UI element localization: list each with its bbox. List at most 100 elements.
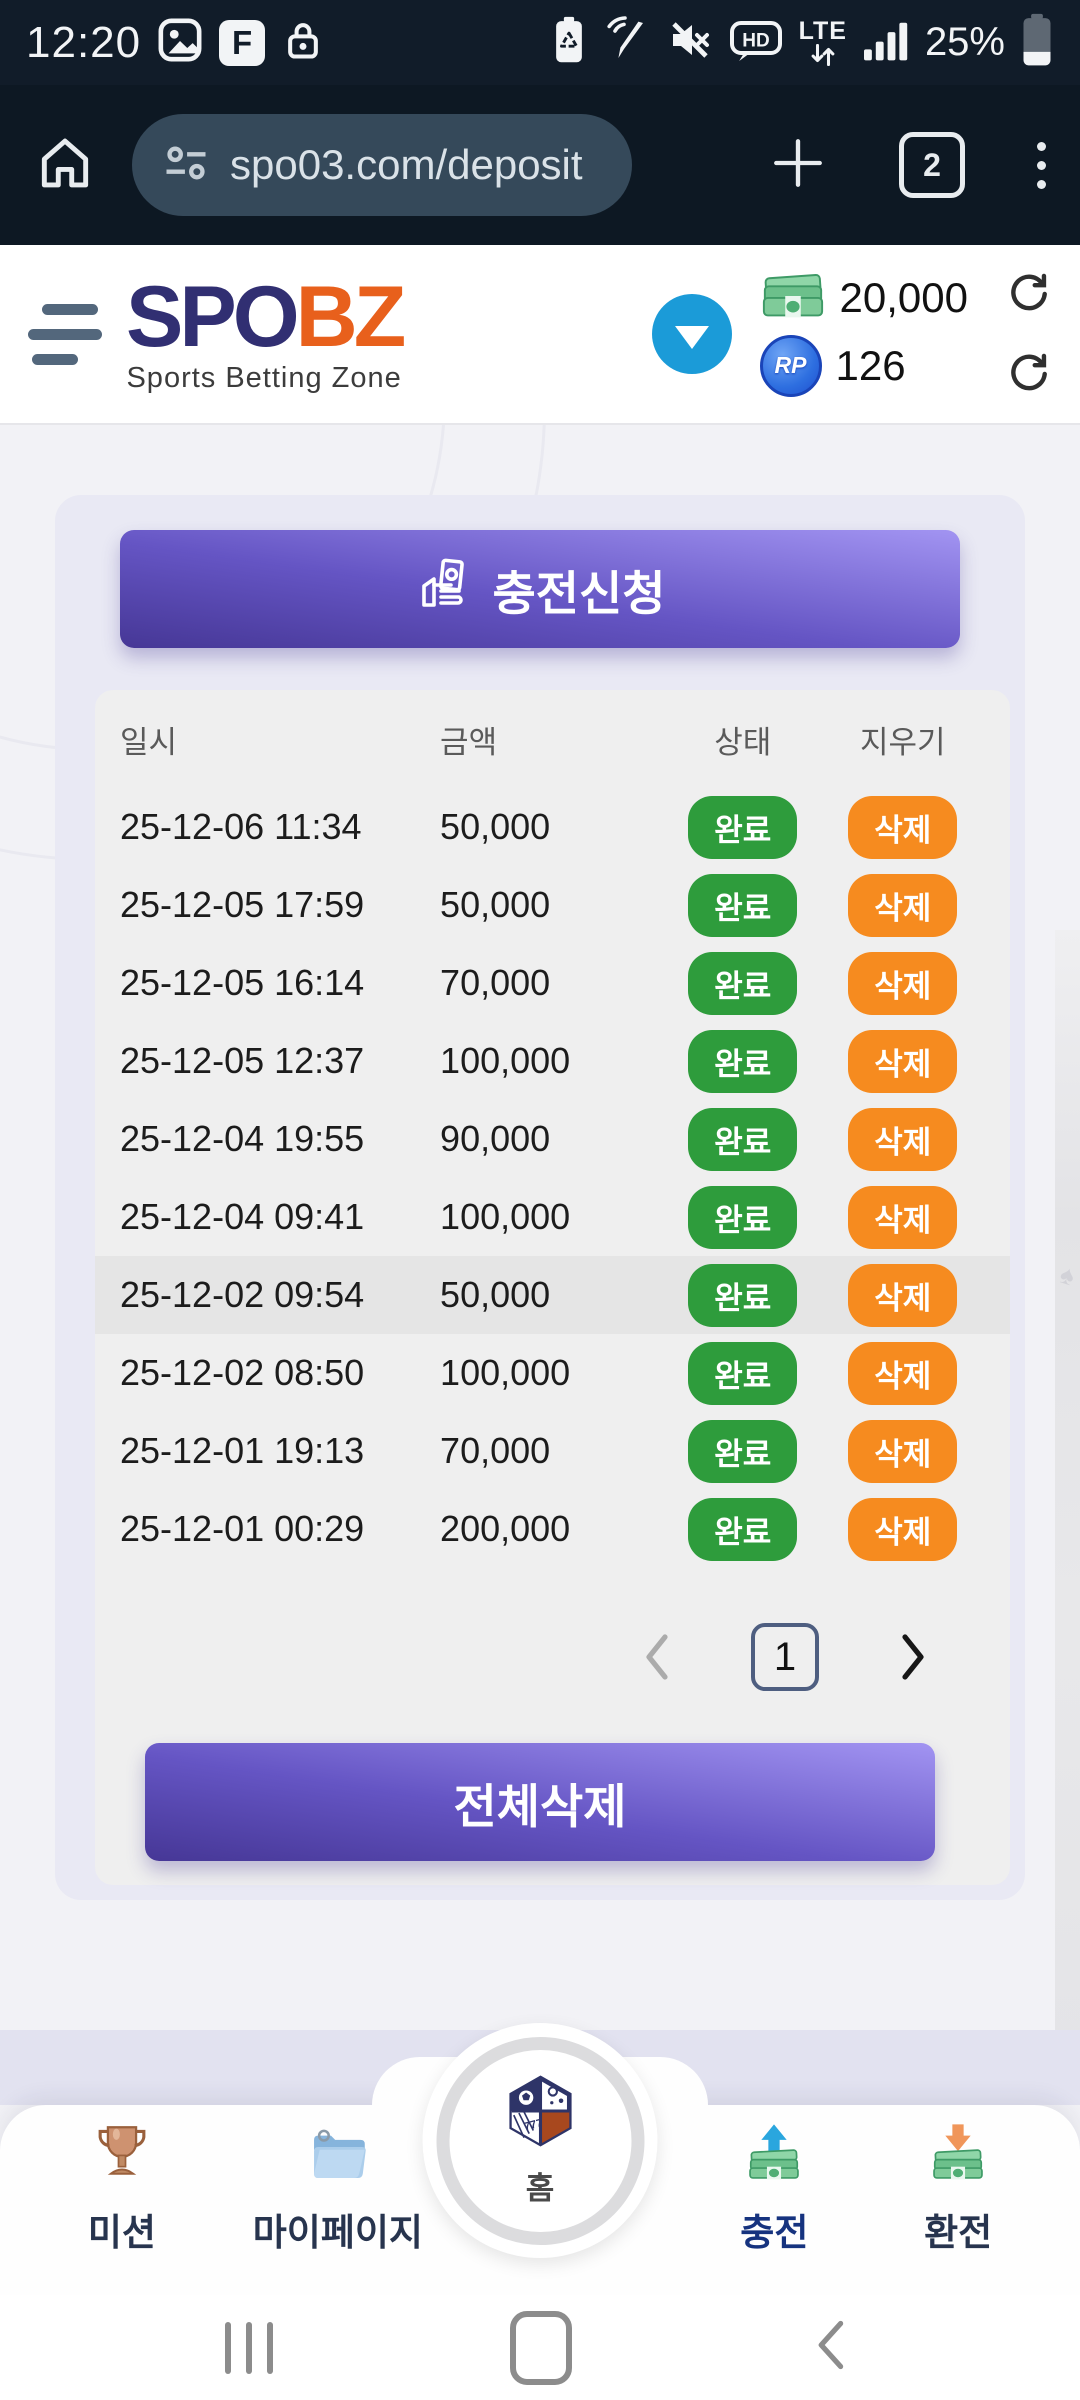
row-delete-button[interactable]: 삭제 bbox=[848, 1263, 958, 1327]
refresh-cash-icon[interactable] bbox=[1006, 271, 1052, 317]
browser-menu-icon[interactable] bbox=[1037, 141, 1046, 189]
site-settings-icon[interactable] bbox=[160, 137, 212, 194]
row-delete-button[interactable]: 삭제 bbox=[848, 1107, 958, 1171]
column-date: 일시 bbox=[120, 724, 178, 760]
row-delete-button[interactable]: 삭제 bbox=[848, 873, 958, 937]
status-badge: 완료 bbox=[688, 1341, 798, 1405]
pagination: 1 bbox=[120, 1623, 985, 1691]
row-date: 25-12-05 16:14 bbox=[120, 962, 365, 1003]
status-badge: 완료 bbox=[688, 1107, 798, 1171]
status-badge: 완료 bbox=[688, 795, 798, 859]
background-image-strip: ♠ bbox=[1055, 930, 1080, 2080]
row-delete-button[interactable]: 삭제 bbox=[848, 951, 958, 1015]
battery-icon bbox=[1020, 13, 1054, 72]
site-emblem-icon: 777 bbox=[503, 2074, 577, 2153]
status-badge: 완료 bbox=[688, 951, 798, 1015]
android-back-button[interactable] bbox=[809, 2317, 855, 2378]
cash-balance: 20,000 bbox=[839, 274, 968, 321]
money-up-icon bbox=[743, 2123, 805, 2190]
column-amount: 금액 bbox=[440, 724, 498, 760]
mute-icon bbox=[665, 16, 713, 69]
column-status: 상태 bbox=[714, 724, 772, 760]
nav-item-deposit[interactable]: 충전 bbox=[682, 2123, 866, 2295]
table-body: 25-12-06 11:34 50,000 완료 삭제 25-12-05 17:… bbox=[95, 788, 1010, 1568]
nav-item-mypage[interactable]: 마이페이지 bbox=[214, 2123, 462, 2295]
android-home-button[interactable] bbox=[510, 2310, 572, 2385]
row-delete-button[interactable]: 삭제 bbox=[848, 1419, 958, 1483]
row-delete-button[interactable]: 삭제 bbox=[848, 1497, 958, 1561]
delete-all-button[interactable]: 전체삭제 bbox=[145, 1743, 935, 1861]
table-row: 25-12-05 16:14 70,000 완료 삭제 bbox=[120, 944, 985, 1022]
folder-icon bbox=[307, 2123, 369, 2190]
row-delete-button[interactable]: 삭제 bbox=[848, 1029, 958, 1093]
battery-percent-label: 25% bbox=[924, 20, 1005, 64]
next-page-button[interactable] bbox=[891, 1631, 935, 1683]
url-bar[interactable]: spo03.com/deposit bbox=[132, 114, 632, 216]
points-coin-icon: RP bbox=[759, 334, 822, 397]
row-amount: 200,000 bbox=[440, 1508, 571, 1549]
logo-primary: SPO bbox=[126, 268, 300, 365]
table-row: 25-12-01 19:13 70,000 완료 삭제 bbox=[120, 1412, 985, 1490]
lock-icon bbox=[281, 17, 325, 68]
status-badge: 완료 bbox=[688, 1497, 798, 1561]
signal-strength-icon bbox=[862, 18, 910, 67]
nav-item-home[interactable]: 777 홈 bbox=[422, 2023, 658, 2258]
status-bar: 12:20 F HD LTE 25% bbox=[0, 0, 1080, 85]
status-badge: 완료 bbox=[688, 1263, 798, 1327]
row-amount: 70,000 bbox=[440, 962, 551, 1003]
nav-item-mission[interactable]: 미션 bbox=[30, 2123, 214, 2295]
status-badge: 완료 bbox=[688, 873, 798, 937]
deposit-page: ♠ 충전신청 일시 금액 상태 지우기 25-12-06 11:34 50,00… bbox=[0, 425, 1080, 2105]
row-date: 25-12-02 08:50 bbox=[120, 1352, 365, 1393]
row-amount: 50,000 bbox=[440, 806, 551, 847]
row-date: 25-12-01 19:13 bbox=[120, 1430, 365, 1471]
balance-dropdown-button[interactable] bbox=[651, 294, 732, 374]
current-page[interactable]: 1 bbox=[751, 1623, 819, 1691]
android-navigation-bar bbox=[0, 2295, 1080, 2400]
prev-page-button[interactable] bbox=[635, 1631, 679, 1683]
browser-home-icon[interactable] bbox=[34, 132, 96, 199]
svg-text:777: 777 bbox=[522, 2117, 543, 2133]
row-date: 25-12-02 09:54 bbox=[120, 1274, 365, 1315]
point-balance: 126 bbox=[835, 341, 906, 389]
table-row: 25-12-01 00:29 200,000 완료 삭제 bbox=[120, 1490, 985, 1568]
row-date: 25-12-05 12:37 bbox=[120, 1040, 365, 1081]
hamburger-menu-icon[interactable] bbox=[28, 303, 106, 365]
table-row: 25-12-05 12:37 100,000 완료 삭제 bbox=[120, 1022, 985, 1100]
app-header: SPOBZ Sports Betting Zone 20,000 RP 126 bbox=[0, 245, 1080, 425]
table-row: 25-12-02 08:50 100,000 완료 삭제 bbox=[120, 1334, 985, 1412]
bottom-navigation: 미션 마이페이지 충전 환전 777 홈 bbox=[0, 2023, 1080, 2295]
column-action: 지우기 bbox=[860, 724, 946, 760]
gallery-notification-icon bbox=[157, 17, 203, 68]
browser-toolbar: spo03.com/deposit 2 bbox=[0, 85, 1080, 245]
table-row: 25-12-02 09:54 50,000 완료 삭제 bbox=[95, 1256, 1010, 1334]
tab-switcher[interactable]: 2 bbox=[899, 132, 965, 198]
status-badge: 완료 bbox=[688, 1419, 798, 1483]
hand-money-icon bbox=[415, 556, 471, 623]
trophy-icon bbox=[91, 2123, 153, 2190]
nav-item-withdraw[interactable]: 환전 bbox=[866, 2123, 1050, 2295]
table-row: 25-12-06 11:34 50,000 완료 삭제 bbox=[120, 788, 985, 866]
chevron-down-icon bbox=[674, 325, 709, 349]
lte-icon: LTE bbox=[799, 19, 847, 66]
logo-secondary: BZ bbox=[295, 268, 407, 365]
deposit-history-panel: 일시 금액 상태 지우기 25-12-06 11:34 50,000 완료 삭제… bbox=[95, 690, 1010, 1885]
row-delete-button[interactable]: 삭제 bbox=[848, 1185, 958, 1249]
recent-apps-button[interactable] bbox=[225, 2321, 273, 2374]
new-tab-icon[interactable] bbox=[769, 134, 827, 197]
row-amount: 50,000 bbox=[440, 884, 551, 925]
logo[interactable]: SPOBZ Sports Betting Zone bbox=[126, 274, 406, 395]
table-row: 25-12-04 09:41 100,000 완료 삭제 bbox=[120, 1178, 985, 1256]
row-amount: 50,000 bbox=[440, 1274, 551, 1315]
hd-voice-icon: HD bbox=[728, 16, 784, 69]
row-date: 25-12-01 00:29 bbox=[120, 1508, 365, 1549]
url-text[interactable]: spo03.com/deposit bbox=[230, 141, 583, 188]
refresh-points-icon[interactable] bbox=[1006, 351, 1052, 397]
deposit-card: 충전신청 일시 금액 상태 지우기 25-12-06 11:34 50,000 … bbox=[55, 495, 1025, 1900]
deposit-request-button[interactable]: 충전신청 bbox=[120, 530, 960, 648]
cash-icon bbox=[760, 272, 826, 325]
row-delete-button[interactable]: 삭제 bbox=[848, 1341, 958, 1405]
row-delete-button[interactable]: 삭제 bbox=[848, 795, 958, 859]
status-badge: 완료 bbox=[688, 1185, 798, 1249]
row-amount: 100,000 bbox=[440, 1196, 571, 1237]
